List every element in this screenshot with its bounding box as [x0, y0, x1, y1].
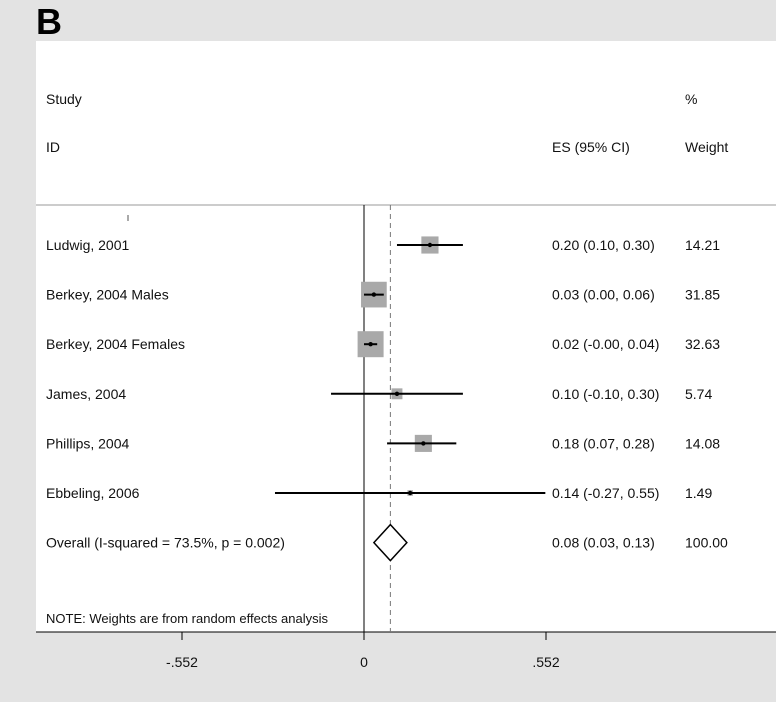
- panel-label: B: [36, 1, 62, 42]
- overall-diamond: [372, 523, 408, 562]
- study-label: Phillips, 2004: [46, 435, 129, 451]
- overall-weight-value: 100.00: [685, 535, 728, 551]
- point-estimate: [371, 292, 377, 297]
- overall-label: Overall (I-squared = 73.5%, p = 0.002): [46, 535, 285, 551]
- point-estimate: [427, 242, 433, 248]
- weight-value: 14.21: [685, 237, 720, 253]
- point-estimate: [394, 391, 400, 396]
- es-value: 0.18 (0.07, 0.28): [552, 435, 655, 451]
- plot-area: [36, 41, 776, 632]
- header-weight: Weight: [685, 139, 728, 155]
- study-label: Berkey, 2004 Males: [46, 287, 169, 303]
- es-value: 0.10 (-0.10, 0.30): [552, 386, 659, 402]
- point-estimate: [407, 490, 413, 496]
- header-id: ID: [46, 139, 60, 155]
- point-estimate: [421, 441, 426, 446]
- es-value: 0.14 (-0.27, 0.55): [552, 485, 659, 501]
- weight-value: 32.63: [685, 336, 720, 352]
- es-value: 0.20 (0.10, 0.30): [552, 237, 655, 253]
- point-estimate: [368, 342, 373, 347]
- es-value: 0.02 (-0.00, 0.04): [552, 336, 659, 352]
- study-label: James, 2004: [46, 386, 126, 402]
- study-label: Berkey, 2004 Females: [46, 336, 185, 352]
- x-tick-label: 0: [360, 654, 368, 670]
- overall-es-value: 0.08 (0.03, 0.13): [552, 535, 655, 551]
- es-value: 0.03 (0.00, 0.06): [552, 287, 655, 303]
- header-study: Study: [46, 91, 82, 107]
- weight-value: 5.74: [685, 386, 712, 402]
- note-text: NOTE: Weights are from random effects an…: [46, 611, 329, 626]
- weight-value: 14.08: [685, 435, 720, 451]
- x-tick-label: -.552: [166, 654, 198, 670]
- study-label: Ludwig, 2001: [46, 237, 130, 253]
- x-tick-label: .552: [532, 654, 559, 670]
- study-label: Ebbeling, 2006: [46, 485, 140, 501]
- header-es: ES (95% CI): [552, 139, 630, 155]
- weight-value: 1.49: [685, 485, 712, 501]
- header-percent: %: [685, 91, 697, 107]
- weight-value: 31.85: [685, 287, 720, 303]
